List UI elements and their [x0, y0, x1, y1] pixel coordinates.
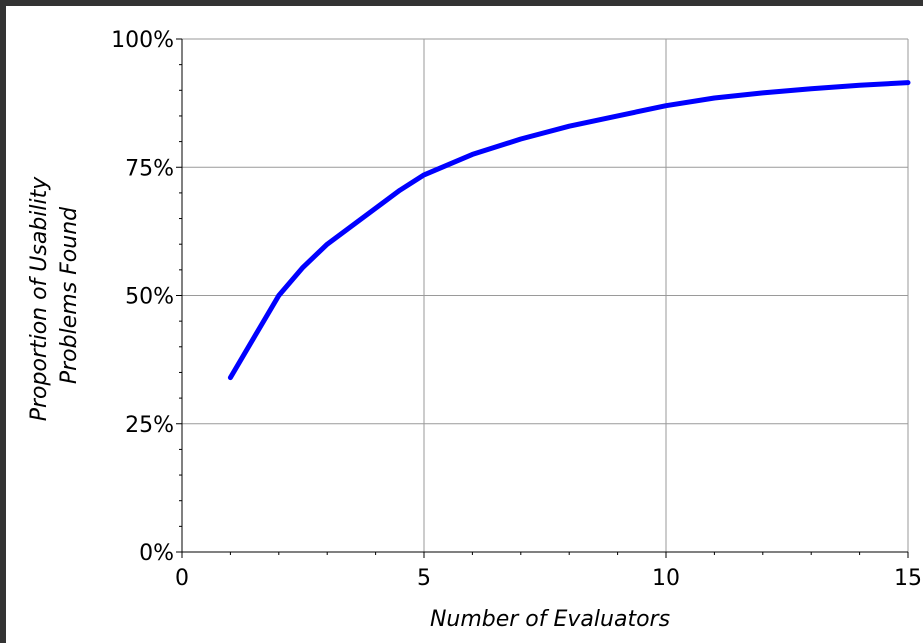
y-axis-title-line-2: Problems Found	[57, 206, 82, 384]
y-axis-title: Proportion of Usability Problems Found	[27, 170, 82, 422]
grid	[182, 38, 909, 552]
y-tick-label: 100%	[111, 28, 174, 53]
y-tick-label: 0%	[139, 541, 174, 566]
series-layer	[227, 80, 911, 381]
chart-frame: 0% 25% 50% 75% 100% 0 5 10 15 Number of Evaluato…	[6, 6, 923, 643]
x-tick-label: 15	[894, 566, 922, 591]
y-tick-label: 50%	[125, 285, 174, 310]
y-tick-label: 25%	[125, 413, 174, 438]
y-tick-label: 75%	[125, 156, 174, 181]
line-chart: 0% 25% 50% 75% 100% 0 5 10 15 Number of Evaluato…	[27, 28, 922, 632]
x-tick-label: 5	[417, 566, 431, 591]
series-line	[227, 80, 911, 381]
x-axis-title: Number of Evaluators	[430, 607, 670, 632]
x-tick-label: 0	[175, 566, 189, 591]
tick-labels: 0% 25% 50% 75% 100% 0 5 10 15	[111, 28, 922, 591]
y-axis-title-line-1: Proportion of Usability	[27, 176, 52, 422]
x-tick-label: 10	[652, 566, 680, 591]
axes	[176, 38, 909, 558]
